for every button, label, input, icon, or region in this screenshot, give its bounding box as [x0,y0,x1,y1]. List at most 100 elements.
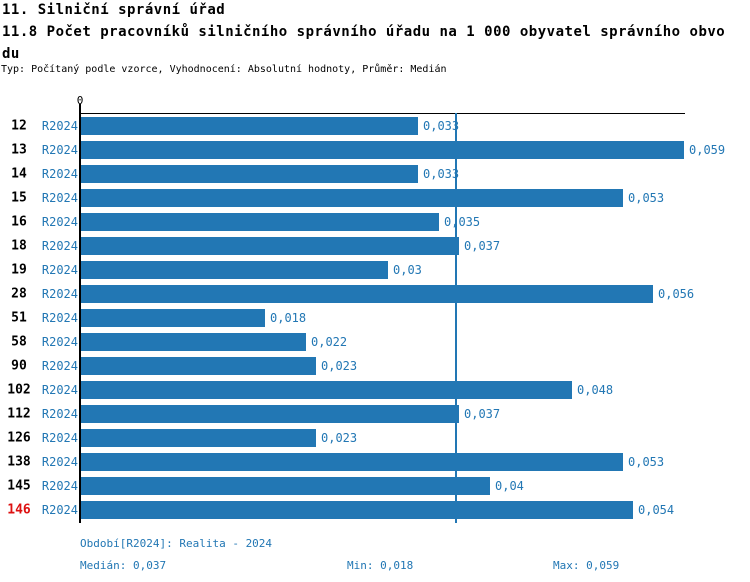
indicator-title-line2: du [2,46,20,62]
bar-value-label: 0,03 [393,263,422,277]
row-category-label: 28 [11,286,27,302]
bar-row: 28 R2024 0,056 [0,282,750,306]
bar [81,165,418,183]
bar [81,405,459,423]
row-series-label: R2024 [41,191,78,205]
row-category-label: 16 [11,214,27,230]
bar-rows: 12 R2024 0,033 13 R2024 0,059 14 R2024 0,033 15 R2… [0,114,750,522]
bar-value-label: 0,053 [628,191,665,205]
row-series-label: R2024 [41,503,78,517]
bar-row: 14 R2024 0,033 [0,162,750,186]
bar-value-label: 0,018 [270,311,307,325]
bar-track: 0,033 [81,165,459,183]
bar [81,213,439,231]
row-category-label: 112 [7,406,31,422]
row-series-label: R2024 [41,383,78,397]
bar-track: 0,022 [81,333,347,351]
row-category-label: 58 [11,334,27,350]
row-category-label: 18 [11,238,27,254]
row-series-label: R2024 [41,215,78,229]
bar-track: 0,023 [81,357,357,375]
row-series-label: R2024 [41,335,78,349]
bar-row: 112 R2024 0,037 [0,402,750,426]
bar-track: 0,037 [81,405,500,423]
bar-track: 0,053 [81,189,664,207]
bar-track: 0,03 [81,261,422,279]
bar [81,141,684,159]
bar-value-label: 0,059 [689,143,726,157]
bar [81,189,623,207]
indicator-meta: Typ: Počítaný podle vzorce, Vyhodnocení:… [1,64,447,75]
bar-value-label: 0,033 [423,167,460,181]
bar [81,453,623,471]
bar-row: 13 R2024 0,059 [0,138,750,162]
bar-value-label: 0,054 [638,503,675,517]
bar-track: 0,018 [81,309,306,327]
bar-value-label: 0,056 [658,287,695,301]
y-axis-line [79,104,81,523]
bar [81,333,306,351]
bar-value-label: 0,033 [423,119,460,133]
bar-row: 15 R2024 0,053 [0,186,750,210]
bar-value-label: 0,035 [444,215,481,229]
row-category-label: 102 [7,382,31,398]
bar-row: 138 R2024 0,053 [0,450,750,474]
row-series-label: R2024 [41,167,78,181]
bar-track: 0,053 [81,453,664,471]
row-category-label: 51 [11,310,27,326]
bar-row: 51 R2024 0,018 [0,306,750,330]
median-line [455,113,457,523]
bar-row: 58 R2024 0,022 [0,330,750,354]
bar-track: 0,054 [81,501,674,519]
row-category-label: 90 [11,358,27,374]
bar-row: 146 R2024 0,054 [0,498,750,522]
bar [81,429,316,447]
bar [81,285,653,303]
row-category-label: 14 [11,166,27,182]
bar [81,357,316,375]
row-series-label: R2024 [41,287,78,301]
bar-row: 18 R2024 0,037 [0,234,750,258]
indicator-title-line1: 11.8 Počet pracovníků silničního správní… [2,24,726,40]
row-series-label: R2024 [41,263,78,277]
bar-track: 0,048 [81,381,613,399]
bar-row: 90 R2024 0,023 [0,354,750,378]
section-title: 11. Silniční správní úřad [2,2,226,18]
period-legend: Období[R2024]: Realita - 2024 [80,537,273,550]
row-category-label: 146 [7,502,31,518]
bar-track: 0,033 [81,117,459,135]
bar-row: 16 R2024 0,035 [0,210,750,234]
bar-track: 0,035 [81,213,480,231]
row-category-label: 138 [7,454,31,470]
bar-row: 19 R2024 0,03 [0,258,750,282]
bar [81,309,265,327]
row-category-label: 13 [11,142,27,158]
bar [81,117,418,135]
bar-track: 0,059 [81,141,725,159]
row-category-label: 126 [7,430,31,446]
bar-row: 12 R2024 0,033 [0,114,750,138]
min-stat: Min: 0,018 [347,559,414,572]
row-series-label: R2024 [41,119,78,133]
bar-value-label: 0,037 [464,239,501,253]
bar-value-label: 0,023 [321,359,358,373]
bar-row: 145 R2024 0,04 [0,474,750,498]
row-series-label: R2024 [41,359,78,373]
bar-track: 0,037 [81,237,500,255]
bar-value-label: 0,04 [495,479,524,493]
bar [81,261,388,279]
bar-value-label: 0,053 [628,455,665,469]
bar-row: 102 R2024 0,048 [0,378,750,402]
bar [81,381,572,399]
row-category-label: 145 [7,478,31,494]
row-series-label: R2024 [41,143,78,157]
bar-value-label: 0,048 [577,383,614,397]
bar-track: 0,04 [81,477,524,495]
plot-top-border [80,113,685,114]
row-series-label: R2024 [41,455,78,469]
x-axis-zero-label: 0 [76,94,84,107]
bar-value-label: 0,037 [464,407,501,421]
bar [81,477,490,495]
row-series-label: R2024 [41,311,78,325]
row-category-label: 19 [11,262,27,278]
